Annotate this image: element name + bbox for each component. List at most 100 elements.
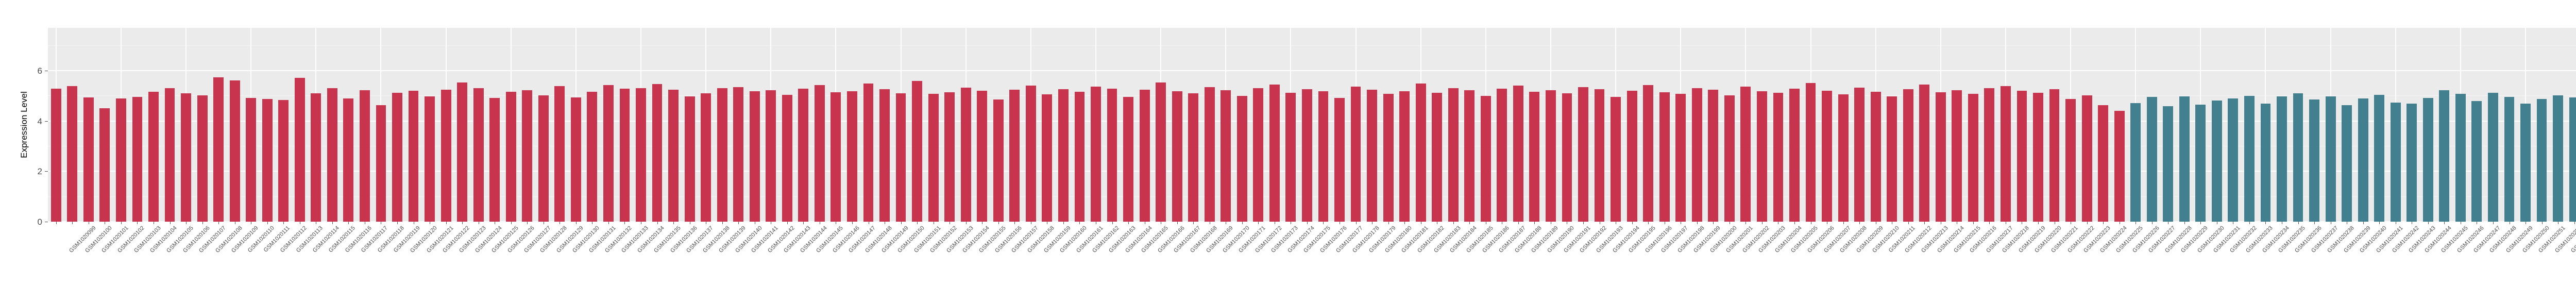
x-tick-mark: [1355, 222, 1357, 224]
bar: [879, 89, 890, 222]
bar: [1221, 90, 1231, 222]
bar: [1756, 91, 1767, 222]
x-tick-mark: [170, 222, 171, 224]
bar: [2439, 90, 2450, 222]
bar: [2033, 92, 2043, 222]
bar: [538, 95, 549, 222]
y-tick-label: 2: [37, 167, 42, 177]
bar: [1773, 93, 1784, 222]
bar: [473, 88, 484, 222]
bar: [505, 92, 516, 222]
bar: [2325, 96, 2336, 222]
bar: [1302, 89, 1312, 222]
bar: [2293, 93, 2303, 222]
bar: [2163, 106, 2174, 222]
x-tick-mark: [1453, 222, 1454, 224]
x-tick-mark: [137, 222, 138, 224]
x-tick-mark: [218, 222, 219, 224]
x-tick-mark: [965, 222, 967, 224]
bar: [1789, 89, 1800, 222]
x-tick-mark: [1177, 222, 1178, 224]
bar: [2130, 103, 2141, 222]
x-tick-mark: [1583, 222, 1584, 224]
x-tick-mark: [56, 222, 57, 224]
y-tick-label: 6: [37, 66, 42, 76]
bar: [1497, 88, 1507, 222]
bar: [359, 90, 370, 222]
bar: [489, 97, 500, 222]
bar: [798, 89, 809, 222]
bar: [132, 97, 143, 222]
x-tick-label: GSM1020099: [67, 225, 97, 254]
bar: [912, 80, 923, 222]
bar: [1091, 86, 1101, 222]
bar: [1204, 87, 1215, 222]
bar: [1626, 91, 1637, 222]
x-tick-mark: [1388, 222, 1389, 224]
x-tick-mark: [2249, 222, 2250, 224]
bar: [1285, 93, 1296, 222]
bar: [1188, 93, 1199, 222]
bar: [554, 86, 565, 222]
bar: [2211, 101, 2222, 222]
bar: [2146, 97, 2157, 222]
bar: [749, 91, 760, 222]
bar: [2488, 92, 2498, 222]
bar: [376, 105, 386, 222]
x-tick-mark: [1307, 222, 1308, 224]
bar: [1156, 82, 1166, 222]
bar: [1887, 96, 1897, 222]
bar: [1611, 97, 1621, 222]
bar: [278, 100, 289, 222]
x-tick-mark: [2379, 222, 2380, 224]
x-tick-mark: [1973, 222, 1974, 224]
bar: [619, 89, 630, 222]
x-tick-mark: [1534, 222, 1535, 224]
x-tick-mark: [2314, 222, 2315, 224]
bar: [522, 90, 533, 222]
x-tick-mark: [2103, 222, 2104, 224]
x-tick-mark: [332, 222, 333, 224]
bar: [197, 95, 208, 222]
bar: [1822, 90, 1832, 222]
bar: [1350, 87, 1361, 222]
bar: [1318, 91, 1329, 222]
x-tick-mark: [2363, 222, 2364, 224]
x-tick-mark: [2184, 222, 2185, 224]
bar: [2569, 97, 2576, 222]
bar: [2081, 95, 2092, 222]
y-tick-mark: [45, 171, 48, 172]
bar: [2504, 96, 2515, 222]
bar: [960, 87, 971, 222]
bar: [603, 85, 614, 222]
bar: [2342, 105, 2352, 222]
bar: [1529, 92, 1540, 222]
bar: [2358, 98, 2368, 222]
bar: [1172, 91, 1182, 222]
x-tick-mark: [511, 222, 512, 224]
x-tick-mark: [2574, 222, 2575, 224]
x-tick-mark: [787, 222, 788, 224]
x-tick-mark: [722, 222, 723, 224]
bar: [1415, 84, 1426, 222]
x-tick-mark: [527, 222, 528, 224]
bar: [2309, 99, 2319, 222]
bar: [668, 89, 679, 222]
bar: [2471, 101, 2482, 222]
gridline-minor-y: [48, 45, 2576, 46]
bar: [2422, 97, 2433, 222]
y-tick-label: 0: [37, 217, 42, 227]
x-tick-mark: [657, 222, 658, 224]
x-tick-mark: [1794, 222, 1795, 224]
bar: [701, 93, 711, 222]
bar: [636, 88, 646, 222]
x-tick-mark: [1989, 222, 1990, 224]
x-tick-mark: [462, 222, 463, 224]
bar: [1139, 90, 1150, 222]
bar: [1838, 94, 1849, 222]
bar: [440, 90, 451, 222]
x-axis: GSM1020099 GSM1020100 GSM1020101 GSM1020102…: [48, 222, 2576, 299]
bar: [1691, 88, 1702, 222]
bar: [1123, 96, 1133, 222]
x-tick-mark: [1323, 222, 1324, 224]
